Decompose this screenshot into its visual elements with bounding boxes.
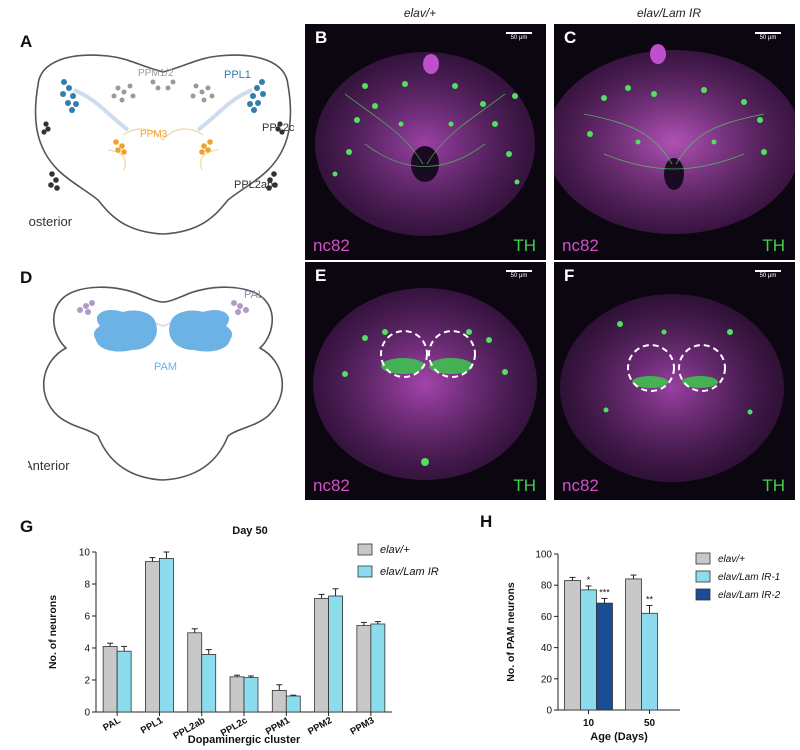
panel-label-f: F [564,266,575,285]
legend-label-elav: elav/+ [380,544,410,556]
cluster-label-ppm12: PPM1/2 [138,68,174,79]
bar-elav-lam-ir-1-50 [641,612,658,711]
x-tick-label: PPM3 [348,715,376,737]
y-tick-label: 0 [84,708,90,719]
y-tick-label: 8 [84,580,90,591]
stain-label-nc82: nc82 [313,236,350,255]
bar-elav-lam-ir-ppl2ab [201,653,217,713]
y-tick-label: 80 [541,581,553,592]
y-axis-label: No. of PAM neurons [505,582,517,682]
bar-elav-ppm3 [356,625,372,713]
legend-swatch-elav-lam-ir-2 [695,588,711,601]
y-tick-label: 60 [541,612,553,623]
y-tick-label: 6 [84,612,90,623]
y-tick-label: 10 [79,548,91,559]
y-tick-label: 2 [84,676,90,687]
stain-label-nc82: nc82 [562,236,599,255]
bar-elav-ppm2 [314,598,329,713]
legend-swatch-elav [695,552,711,565]
bar-elav-lam-ir-ppl2c [243,677,259,713]
legend-swatch-elav-lam-ir-1 [695,570,711,583]
bar-elav-ppl2ab [187,632,203,713]
panel-label-d: D [20,268,33,287]
view-label-anterior: Anterior [28,458,70,473]
stain-label-th: TH [762,236,785,255]
column-title-lam-ir: elav/Lam IR [636,6,702,20]
stain-label-nc82: nc82 [562,476,599,495]
cluster-label-pam: PAM [154,361,177,373]
bar-elav-pal [102,646,118,713]
cluster-label-ppm3: PPM3 [140,129,168,140]
micrograph-c: C 50 μm nc82 TH [554,24,795,260]
scale-bar: 50 μm [755,270,781,279]
cluster-label-ppl1: PPL1 [224,69,251,81]
bar-elav-lam-ir-ppm1 [285,695,301,713]
stain-label-th: TH [513,476,536,495]
stain-label-th: TH [762,476,785,495]
x-axis-label: Dopaminergic cluster [188,734,301,746]
bar-elav-ppl1 [145,561,160,713]
micrograph-b: B 50 μm nc82 TH [305,24,546,260]
y-tick-label: 4 [84,644,90,655]
cluster-label-ppl2ab: PPL2ab [234,179,273,191]
column-title-control: elav/+ [403,6,437,20]
panel-label-e: E [315,266,327,285]
significance-marker: * [587,575,591,585]
bar-elav-ppm1 [271,689,287,713]
y-tick-label: 20 [541,674,553,685]
cluster-label-pal: PAL [244,289,264,301]
panel-label-c: C [564,28,577,47]
x-tick-label: 10 [583,718,595,729]
x-axis-label: Age (Days) [590,731,648,743]
x-tick-label: PAL [101,715,123,734]
panel-label-b: B [315,28,328,47]
panel-label-a: A [20,32,33,51]
y-tick-label: 0 [546,706,552,717]
y-tick-label: 100 [535,550,552,561]
anterior-brain-diagram: PAL PAM Anterior [24,276,298,486]
bar-elav-50 [625,578,642,711]
legend-swatch-elav [357,543,373,556]
micrograph-f: F 50 μm nc82 TH [554,262,795,500]
panel-label-g: G [20,517,34,536]
stain-label-th: TH [513,236,536,255]
bar-elav-10 [564,580,581,711]
bar-elav-lam-ir-ppm3 [370,623,386,713]
scale-bar: 50 μm [755,32,781,41]
scale-bar: 50 μm [506,32,532,41]
chart-dopaminergic-clusters: Day 50 0 2 4 6 8 10 No. of neurons Dopaminergic … [47,525,439,746]
significance-marker: *** [599,587,610,597]
x-tick-label: 50 [644,718,656,729]
bar-elav-ppl2c [229,676,245,713]
legend-label-elav-lam-ir-1: elav/Lam IR-1 [718,572,780,583]
legend-label-elav: elav/+ [718,554,745,565]
y-axis-label: No. of neurons [47,595,59,669]
cluster-label-ppl2c: PPL2c [262,122,295,134]
legend-swatch-elav-lam-ir [357,565,373,578]
legend-label-elav-lam-ir-2: elav/Lam IR-2 [718,590,781,601]
micrograph-e: E 50 μm nc82 TH [305,262,546,500]
view-label-posterior: Posterior [28,214,73,229]
y-tick-label: 40 [541,643,553,654]
stain-label-nc82: nc82 [313,476,350,495]
chart-title: Day 50 [232,525,267,537]
bar-elav-lam-ir-ppl1 [159,558,174,713]
bar-elav-lam-ir-pal [116,650,132,713]
bar-elav-lam-ir-2-10 [596,602,613,711]
legend-label-elav-lam-ir: elav/Lam IR [380,566,439,578]
scale-bar: 50 μm [506,270,532,279]
bar-elav-lam-ir-1-10 [580,589,597,711]
x-tick-label: PPM2 [306,715,334,737]
x-tick-label: PPL1 [139,715,166,737]
panel-label-h: H [480,512,493,531]
posterior-brain-diagram: PPM1/2 PPL1 PPM3 PPL2c PPL2ab Posterior [20,40,298,240]
chart-pam-neurons: 0 20 40 60 80 100 No. of PAM neurons Age (Days)… [505,550,781,744]
bar-elav-lam-ir-ppm2 [328,595,343,713]
significance-marker: ** [646,594,654,604]
